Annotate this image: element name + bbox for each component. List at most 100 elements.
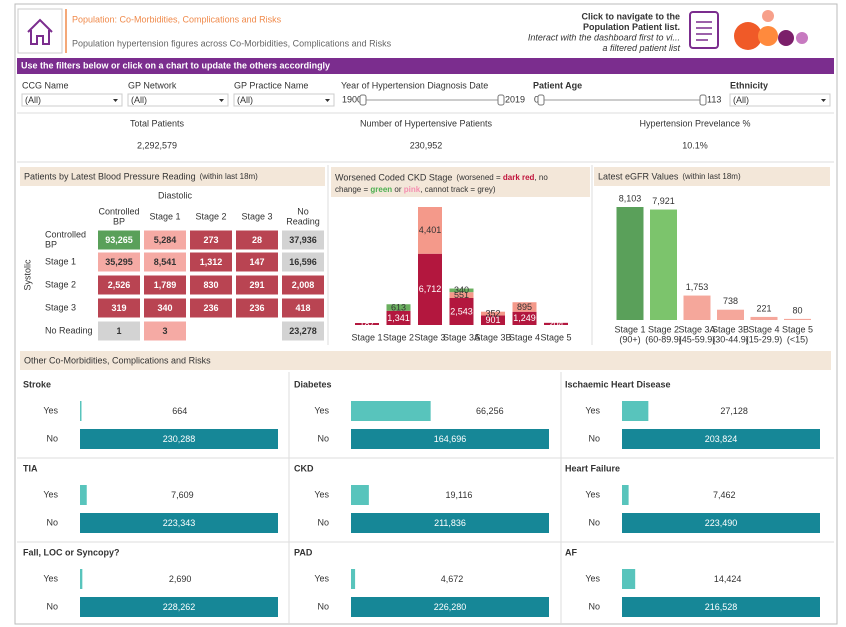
bar[interactable] bbox=[80, 569, 83, 589]
home-button[interactable] bbox=[17, 8, 63, 54]
heat-cell[interactable] bbox=[98, 321, 140, 341]
bar-label: 4,672 bbox=[441, 574, 464, 584]
x-tick-label: Stage 5 bbox=[540, 332, 571, 342]
cell-value: 2,008 bbox=[292, 280, 315, 290]
bar[interactable] bbox=[351, 485, 369, 505]
cell-value: 23,278 bbox=[289, 326, 317, 336]
slider-handle[interactable] bbox=[537, 94, 545, 106]
bar[interactable] bbox=[622, 485, 629, 505]
heat-cell[interactable] bbox=[236, 230, 278, 250]
deco-circle bbox=[762, 10, 774, 22]
bar[interactable] bbox=[351, 401, 431, 421]
bar-segment[interactable] bbox=[355, 323, 379, 325]
cell-value: 319 bbox=[111, 303, 126, 313]
clipboard-icon[interactable] bbox=[689, 11, 719, 49]
bar[interactable] bbox=[80, 513, 278, 533]
bar-label: 226,280 bbox=[434, 602, 467, 612]
heat-cell[interactable] bbox=[282, 230, 324, 250]
slider-handle[interactable] bbox=[359, 94, 367, 106]
segment-label: 204 bbox=[548, 319, 563, 329]
bar-segment[interactable] bbox=[481, 311, 505, 316]
heat-cell[interactable] bbox=[98, 298, 140, 318]
slider-handle[interactable] bbox=[699, 94, 707, 106]
panel-subtitle: (within last 18m) bbox=[682, 172, 741, 181]
x-tick-label: (<15) bbox=[787, 334, 808, 344]
heat-cell[interactable] bbox=[236, 275, 278, 295]
bar[interactable] bbox=[80, 401, 82, 421]
bar[interactable] bbox=[717, 309, 744, 320]
heat-cell[interactable] bbox=[236, 252, 278, 272]
segment-label: 1,341 bbox=[387, 313, 410, 323]
segment-label: 551 bbox=[454, 290, 469, 300]
column-label: BP bbox=[113, 216, 125, 226]
heat-cell[interactable] bbox=[144, 321, 186, 341]
heat-cell[interactable] bbox=[144, 275, 186, 295]
note-part: , cannot track = grey) bbox=[420, 185, 496, 194]
bar-label: 1,753 bbox=[686, 282, 709, 292]
heat-cell[interactable] bbox=[190, 252, 232, 272]
bar[interactable] bbox=[351, 597, 549, 617]
segment-label: 895 bbox=[517, 302, 532, 312]
dropdown-value: (All) bbox=[733, 95, 749, 105]
heat-cell[interactable] bbox=[98, 252, 140, 272]
bar-segment[interactable] bbox=[449, 288, 474, 293]
slider-handle[interactable] bbox=[497, 94, 505, 106]
heat-cell[interactable] bbox=[282, 321, 324, 341]
nav-text: Interact with the dashboard first to vi.… bbox=[528, 32, 680, 42]
bar-segment[interactable] bbox=[512, 311, 537, 325]
heat-cell[interactable] bbox=[282, 298, 324, 318]
bar-label: 223,343 bbox=[163, 518, 196, 528]
bar[interactable] bbox=[351, 513, 549, 533]
cell-value: 3 bbox=[162, 326, 167, 336]
heat-cell[interactable] bbox=[282, 275, 324, 295]
bar[interactable] bbox=[622, 429, 820, 449]
row-label: No bbox=[588, 517, 600, 527]
dropdown[interactable] bbox=[21, 93, 123, 107]
kpi-value: 10.1% bbox=[682, 140, 708, 150]
dropdown-arrow bbox=[325, 99, 330, 102]
dropdown[interactable] bbox=[729, 93, 831, 107]
bar-segment[interactable] bbox=[512, 302, 537, 312]
bar[interactable] bbox=[622, 569, 636, 589]
bar[interactable] bbox=[80, 429, 278, 449]
panel-subtitle: (within last 18m) bbox=[200, 172, 259, 181]
bar[interactable] bbox=[80, 597, 278, 617]
bar[interactable] bbox=[622, 597, 820, 617]
bar[interactable] bbox=[784, 318, 811, 320]
heat-cell[interactable] bbox=[144, 252, 186, 272]
panel-title: Stroke bbox=[23, 379, 51, 389]
heat-cell[interactable] bbox=[144, 230, 186, 250]
bar[interactable] bbox=[683, 295, 711, 320]
bar-segment[interactable] bbox=[418, 253, 442, 325]
dropdown[interactable] bbox=[233, 93, 335, 107]
heat-cell[interactable] bbox=[282, 252, 324, 272]
bar[interactable] bbox=[80, 485, 87, 505]
bar-segment[interactable] bbox=[386, 310, 411, 325]
slider-min: 1900 bbox=[342, 94, 362, 104]
bar[interactable] bbox=[622, 401, 649, 421]
bar-segment[interactable] bbox=[481, 315, 505, 325]
bar[interactable] bbox=[622, 513, 820, 533]
kpi-label: Number of Hypertensive Patients bbox=[360, 118, 493, 128]
heat-cell[interactable] bbox=[190, 275, 232, 295]
bar[interactable] bbox=[650, 209, 677, 320]
heat-cell[interactable] bbox=[190, 230, 232, 250]
bar[interactable] bbox=[351, 429, 549, 449]
bar-segment[interactable] bbox=[544, 322, 568, 325]
bar[interactable] bbox=[351, 569, 356, 589]
heat-cell[interactable] bbox=[144, 298, 186, 318]
bar-segment[interactable] bbox=[449, 292, 474, 298]
row-label: No bbox=[317, 601, 329, 611]
dropdown[interactable] bbox=[127, 93, 229, 107]
bar[interactable] bbox=[616, 207, 644, 320]
bar[interactable] bbox=[750, 316, 778, 320]
heat-cell[interactable] bbox=[190, 298, 232, 318]
heat-cell[interactable] bbox=[236, 298, 278, 318]
cell-value: 830 bbox=[203, 280, 218, 290]
heat-cell[interactable] bbox=[98, 230, 140, 250]
bar-segment[interactable] bbox=[418, 207, 442, 254]
heat-cell[interactable] bbox=[98, 275, 140, 295]
bar-segment[interactable] bbox=[449, 297, 474, 325]
bar-segment[interactable] bbox=[386, 304, 411, 311]
